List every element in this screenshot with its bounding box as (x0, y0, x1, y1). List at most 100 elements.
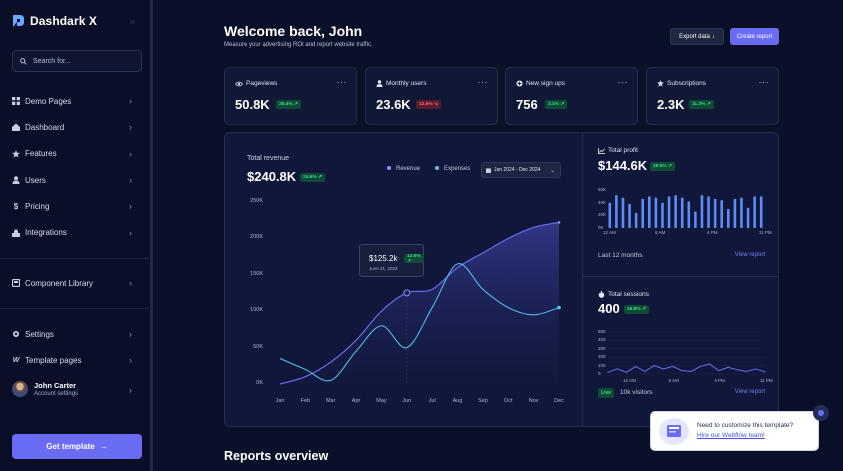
sidebar-item-dashboard[interactable]: Dashboard › (0, 114, 153, 140)
y-tick-label: 0 (598, 371, 601, 376)
profit-bar (608, 202, 612, 228)
chevron-right-icon: › (129, 175, 132, 186)
chevron-right-icon: › (129, 227, 132, 238)
sidebar-item-label: Demo Pages (25, 96, 72, 106)
x-tick-label: May (376, 398, 387, 404)
search-icon (20, 57, 27, 65)
profit-bar (667, 196, 671, 228)
profit-bar (674, 195, 677, 228)
x-tick-label: 8 AM (668, 378, 679, 383)
more-options-icon[interactable]: ··· (758, 77, 769, 87)
trend-badge: 12.6% ↘ (416, 100, 441, 109)
sessions-trend-badge: 16.8% ↗ (624, 305, 649, 314)
sessions-point (644, 370, 646, 373)
stat-value: 23.6K (376, 97, 411, 112)
x-tick-label: Dec (554, 398, 564, 404)
star-icon (12, 149, 20, 158)
sidebar-item-label: Settings (25, 329, 54, 339)
sessions-point (755, 368, 757, 370)
legend-label: Expenses (444, 166, 471, 172)
download-arrow-icon: ↓ (711, 33, 715, 40)
profit-bar (621, 197, 625, 228)
account-menu[interactable]: John Carter Account settings (12, 381, 78, 397)
legend-expenses[interactable]: Expenses (435, 166, 470, 172)
toast-close-icon[interactable] (813, 405, 829, 421)
x-tick-label: Oct (503, 398, 513, 404)
get-template-button[interactable]: Get template → (12, 434, 142, 459)
stat-card-subscriptions: Subscriptions ··· 2.3K 11.3% ↗ (646, 67, 779, 125)
customize-toast[interactable]: Need to customize this template? Hire ou… (650, 405, 829, 451)
collapse-sidebar-icon[interactable]: ‹› (130, 17, 136, 26)
profit-bar (733, 198, 737, 228)
date-range-label: Jan 2024 - Dec 2024 (494, 167, 541, 173)
visitors-count: 10k visitors (620, 389, 653, 396)
chevron-right-icon: › (129, 122, 132, 133)
x-tick-label: 12 AM (623, 378, 636, 383)
panel-divider (582, 276, 778, 277)
x-tick-label: 4 PM (714, 378, 725, 383)
profit-bar (615, 195, 618, 228)
more-options-icon[interactable]: ··· (336, 77, 347, 87)
hire-team-link[interactable]: Hire our Webflow team! (697, 432, 765, 439)
integrations-icon (12, 228, 20, 237)
user-icon (376, 80, 383, 87)
profit-bar (740, 197, 743, 228)
more-options-icon[interactable]: ··· (617, 77, 628, 87)
tooltip-badge: 12.5% ↗ (404, 254, 424, 264)
revenue-point (557, 221, 561, 224)
search-input[interactable]: Search for... (12, 50, 142, 72)
create-report-button[interactable]: Create report (730, 28, 779, 45)
chevron-right-icon: › (129, 329, 132, 340)
sessions-point (616, 368, 618, 370)
brand[interactable]: Dashdark X (12, 14, 97, 28)
profit-bar (707, 196, 710, 228)
tooltip-value: $125.2k (369, 254, 398, 263)
x-tick-label: Jan (275, 398, 285, 404)
sessions-view-report-link[interactable]: View report (734, 389, 765, 395)
sessions-point (672, 365, 674, 368)
sessions-point (727, 366, 729, 368)
sidebar-item-integrations[interactable]: Integrations › (0, 219, 153, 245)
date-range-select[interactable]: Jan 2024 - Dec 2024 ⌄ (481, 162, 561, 178)
stat-label: New sign ups (526, 80, 566, 87)
sidebar-item-settings[interactable]: Settings › (0, 321, 153, 347)
sidebar-divider (0, 258, 153, 259)
chevron-right-icon: › (129, 201, 132, 212)
sidebar-item-component-library[interactable]: Component Library › (0, 270, 153, 296)
toast-message: Need to customize this template? (697, 422, 794, 429)
settings-nav: Settings › W Template pages › (0, 321, 153, 374)
chevron-right-icon: › (129, 278, 132, 289)
sessions-point (607, 371, 609, 373)
sidebar-item-pricing[interactable]: $ Pricing › (0, 193, 153, 219)
sidebar-item-template-pages[interactable]: W Template pages › (0, 347, 153, 373)
profit-view-report-link[interactable]: View report (734, 252, 765, 258)
sessions-point (764, 371, 766, 373)
revenue-trend-badge: 24.6% ↗ (300, 173, 325, 182)
legend-label: Revenue (396, 166, 421, 172)
y-tick-label: 0K (256, 380, 263, 386)
profit-bar (713, 198, 717, 228)
chevron-right-icon: › (129, 96, 132, 107)
more-options-icon[interactable]: ··· (477, 77, 488, 87)
y-tick-label: 100 (598, 362, 606, 368)
sessions-line-chart (607, 331, 766, 375)
dollar-icon: $ (13, 201, 19, 211)
profit-bar (634, 212, 638, 228)
stat-label: Subscriptions (667, 80, 707, 87)
profit-bar (648, 196, 651, 228)
stat-card-monthly-users: Monthly users ··· 23.6K 12.6% ↘ (365, 67, 498, 125)
profit-bar (687, 201, 691, 228)
sidebar-item-features[interactable]: Features › (0, 141, 153, 167)
y-tick-label: 60K (598, 187, 607, 192)
legend-revenue[interactable]: Revenue (387, 166, 420, 172)
sessions-panel: Total sessions 400 16.8% ↗ 500 400 300 200 1… (583, 277, 778, 426)
stat-card-new-sign-ups: New sign ups ··· 756 3.1% ↗ (505, 67, 638, 125)
sidebar-item-users[interactable]: Users › (0, 167, 153, 193)
chevron-down-icon: ⌄ (549, 167, 555, 174)
sidebar-item-demo-pages[interactable]: Demo Pages › (0, 88, 153, 114)
chart-tooltip: $125.2k 12.5% ↗ June 21, 2023 (359, 244, 424, 277)
revenue-line (279, 221, 560, 385)
sessions-point (718, 370, 720, 372)
export-data-button[interactable]: Export data ↓ (670, 28, 724, 45)
